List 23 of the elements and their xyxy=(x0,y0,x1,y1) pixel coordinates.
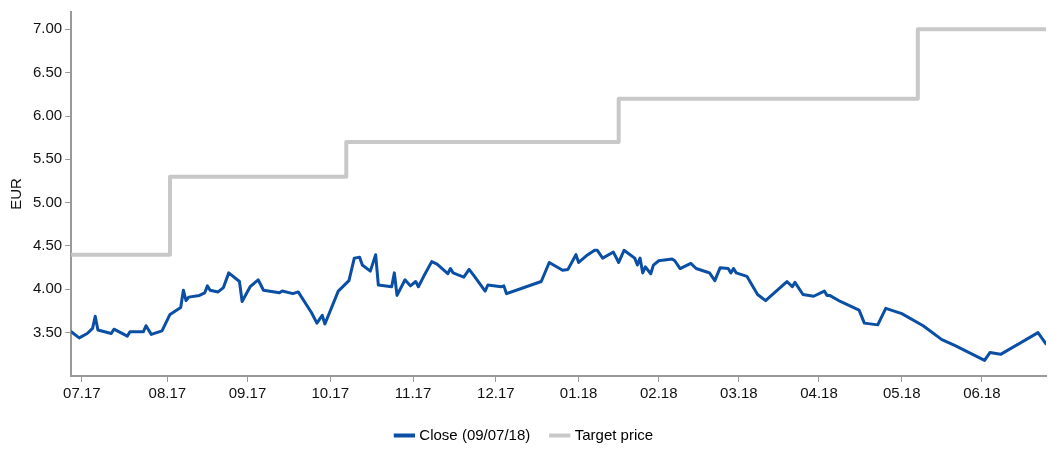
x-tick-label: 12.17 xyxy=(477,384,515,402)
y-axis-title: EUR xyxy=(7,178,25,210)
x-tick-label: 03.18 xyxy=(720,384,758,402)
x-tick-label: 01.18 xyxy=(559,384,598,402)
x-tick-label: 05.18 xyxy=(883,384,921,402)
y-tick-label: 3.50 xyxy=(32,322,63,340)
x-tick-label: 09.17 xyxy=(228,384,267,402)
y-tick-label: 6.00 xyxy=(32,106,63,124)
y-tick-label: 5.50 xyxy=(32,149,63,167)
x-tick-label: 04.18 xyxy=(800,384,838,402)
y-tick-label: 4.00 xyxy=(32,279,63,297)
y-tick-label: 4.50 xyxy=(32,236,63,254)
y-tick-label: 5.00 xyxy=(32,192,63,210)
x-tick-label: 10.17 xyxy=(311,384,350,402)
x-tick-label: 06.18 xyxy=(963,384,1001,402)
y-tick-label: 7.00 xyxy=(32,19,63,37)
y-tick-label: 6.50 xyxy=(32,62,63,80)
x-tick-label: 07.17 xyxy=(63,384,101,402)
x-tick-label: 02.18 xyxy=(639,384,678,402)
legend-label: Target price xyxy=(574,425,654,443)
x-tick-label: 08.17 xyxy=(148,384,187,402)
x-tick-label: 11.17 xyxy=(394,384,432,402)
legend-label: Close (09/07/18) xyxy=(419,425,531,443)
